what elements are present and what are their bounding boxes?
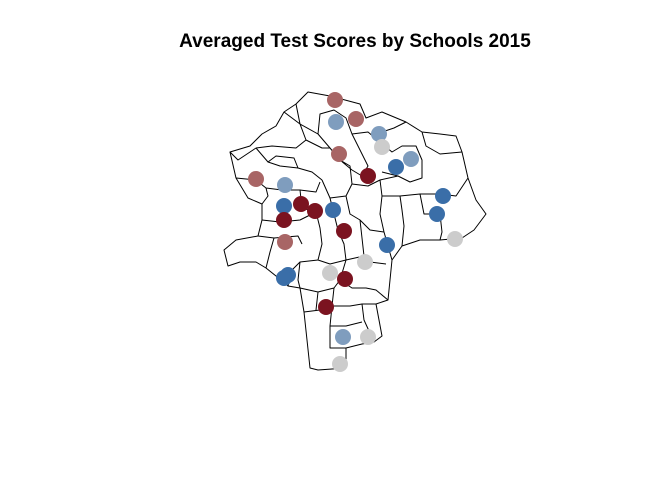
school-marker [388, 159, 404, 175]
school-marker [335, 329, 351, 345]
school-marker [293, 196, 309, 212]
school-marker [248, 171, 264, 187]
school-marker [277, 234, 293, 250]
school-marker [328, 114, 344, 130]
school-points [248, 92, 463, 372]
school-marker [403, 151, 419, 167]
neighborhood-boundaries [223, 91, 487, 371]
school-marker [360, 329, 376, 345]
school-marker [429, 206, 445, 222]
school-marker [447, 231, 463, 247]
school-marker [336, 223, 352, 239]
map-title: Averaged Test Scores by Schools 2015 [179, 31, 531, 52]
school-marker [332, 356, 348, 372]
school-marker [276, 212, 292, 228]
school-marker [435, 188, 451, 204]
school-marker [325, 202, 341, 218]
school-marker [322, 265, 338, 281]
school-marker [360, 168, 376, 184]
school-marker [318, 299, 334, 315]
school-marker [337, 271, 353, 287]
school-marker [371, 126, 387, 142]
school-marker [357, 254, 373, 270]
school-marker [276, 270, 292, 286]
school-marker [331, 146, 347, 162]
school-marker [276, 198, 292, 214]
district-lines-south [265, 237, 389, 349]
school-marker [348, 111, 364, 127]
school-marker [307, 203, 323, 219]
city-outline [223, 91, 487, 371]
school-marker [277, 177, 293, 193]
school-marker [327, 92, 343, 108]
school-marker [374, 139, 390, 155]
school-marker [379, 237, 395, 253]
